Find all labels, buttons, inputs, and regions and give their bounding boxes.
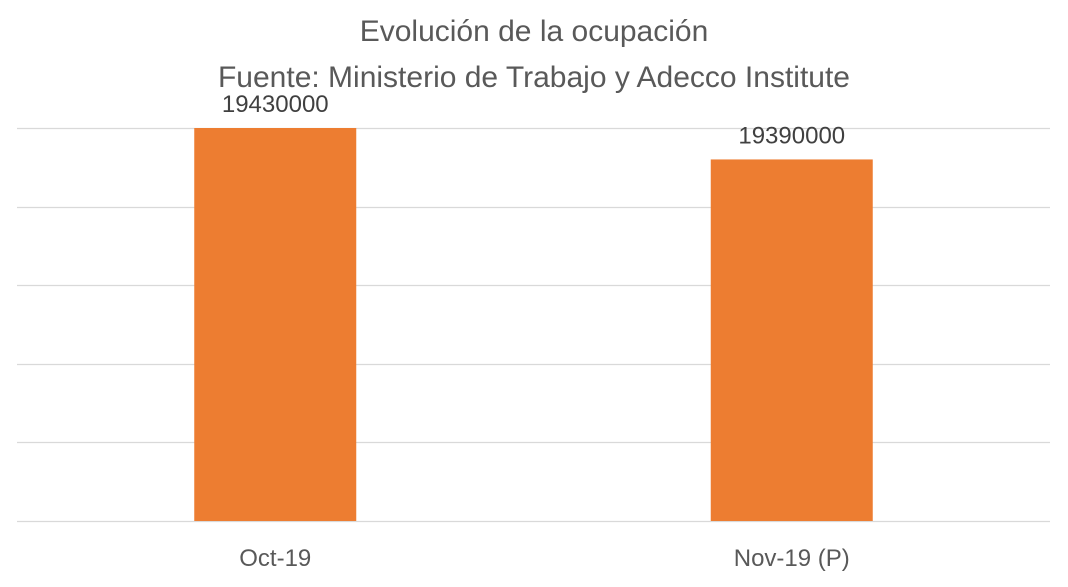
data-label-1: 19390000 [738,122,845,149]
chart-subtitle: Fuente: Ministerio de Trabajo y Adecco I… [217,61,850,94]
bar-0 [194,128,357,521]
category-label-1: Nov-19 (P) [734,545,850,572]
category-label-0: Oct-19 [239,545,311,572]
bar-1 [710,159,873,521]
data-label-0: 19430000 [222,91,329,118]
chart-title: Evolución de la ocupación [359,15,709,48]
